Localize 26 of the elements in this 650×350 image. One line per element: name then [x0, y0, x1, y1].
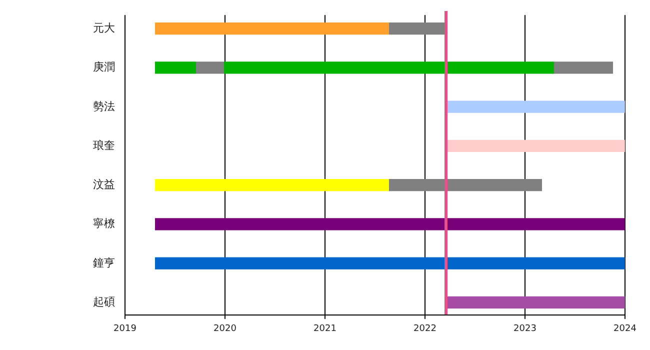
- bar: [389, 179, 542, 192]
- x-tick-label: 2022: [414, 324, 436, 334]
- x-tick-label: 2023: [514, 324, 536, 334]
- bar: [446, 296, 625, 308]
- bar: [446, 100, 625, 113]
- x-tick-label: 2019: [114, 324, 137, 334]
- y-tick-label: 元大: [93, 22, 115, 35]
- y-tick-label: 庚潤: [93, 60, 115, 74]
- bar: [224, 62, 554, 74]
- bar: [155, 218, 625, 230]
- x-tick-label: 2020: [214, 324, 237, 334]
- bar: [155, 22, 389, 35]
- y-tick-label: 汶益: [93, 178, 115, 192]
- y-tick-label: 寧橑: [93, 217, 115, 230]
- y-tick-label: 琅奎: [93, 138, 115, 152]
- bar: [554, 62, 613, 74]
- bar: [446, 140, 625, 152]
- y-tick-label: 鐘亨: [93, 256, 115, 270]
- y-tick-label: 起碩: [93, 295, 115, 308]
- bar: [389, 22, 446, 35]
- x-tick-label: 2021: [314, 324, 336, 334]
- bar: [155, 257, 625, 270]
- x-tick-label: 2024: [614, 324, 637, 334]
- bar: [196, 62, 224, 74]
- y-tick-label: 勢法: [93, 100, 115, 113]
- bar: [155, 179, 389, 192]
